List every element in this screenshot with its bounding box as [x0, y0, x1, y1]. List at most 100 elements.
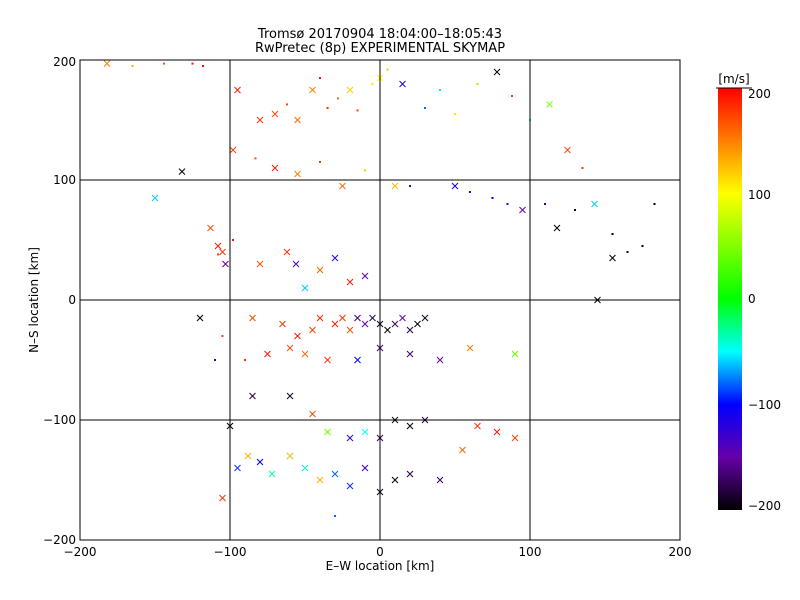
x-tick-label: −100 [214, 545, 247, 559]
data-point-dot [356, 109, 359, 112]
data-point-cross [244, 452, 252, 460]
data-point-cross [331, 254, 339, 262]
data-point-cross [286, 344, 294, 352]
data-point-cross [406, 470, 414, 478]
data-point-cross [331, 320, 339, 328]
data-point-cross [219, 248, 226, 256]
data-point-dot [364, 169, 366, 172]
data-point-dot [163, 62, 165, 65]
data-point-cross [214, 242, 222, 250]
data-point-cross [264, 350, 271, 358]
data-point-dot [544, 203, 546, 205]
y-tick-label: 200 [53, 55, 76, 69]
data-point-dot [439, 89, 441, 91]
data-point-dot [511, 95, 513, 97]
x-tick-label: 200 [669, 545, 692, 559]
data-point-cross [249, 314, 256, 322]
data-point-cross [256, 260, 264, 268]
data-point-cross [591, 200, 598, 208]
scatter-points [103, 60, 656, 517]
data-point-dot [286, 103, 288, 106]
data-point-cross [346, 278, 354, 286]
data-point-cross [346, 482, 354, 490]
data-point-cross [609, 254, 616, 262]
data-point-dot [326, 107, 329, 109]
data-point-dot [424, 107, 426, 109]
data-point-cross [301, 350, 309, 358]
x-axis-label: E–W location [km] [326, 559, 435, 573]
colorbar-tick-label: 200 [748, 87, 771, 101]
data-point-cross [331, 470, 339, 478]
data-point-cross [294, 116, 301, 124]
data-point-dot [217, 253, 219, 256]
data-point-dot [611, 233, 614, 235]
data-point-dot [202, 65, 204, 67]
data-point-cross [361, 320, 369, 328]
data-point-dot [337, 97, 339, 100]
data-point-cross [361, 272, 369, 280]
x-tick-label: −200 [64, 545, 97, 559]
data-point-dot [386, 68, 389, 71]
colorbar-tick-labels: 200 100 0 −100 −200 [748, 87, 781, 513]
data-point-cross [271, 164, 279, 172]
colorbar-tick-label: 100 [748, 188, 771, 202]
data-point-cross [493, 428, 501, 436]
data-point-cross [406, 422, 414, 430]
data-point-cross [511, 350, 519, 358]
data-point-cross [309, 410, 316, 418]
data-point-cross [474, 422, 481, 430]
data-point-cross [346, 326, 354, 334]
data-point-dot [469, 191, 471, 193]
data-point-cross [256, 458, 264, 466]
data-point-cross [346, 434, 354, 442]
data-point-cross [466, 344, 474, 352]
data-point-dot [319, 161, 321, 163]
grid-lines [80, 60, 680, 540]
plot-frame [79, 59, 681, 541]
data-point-cross [324, 428, 331, 436]
data-point-cross [346, 86, 354, 94]
data-point-dot [653, 203, 656, 205]
data-point-cross [564, 146, 571, 154]
data-point-cross [399, 80, 406, 88]
data-point-dot [574, 209, 576, 211]
data-point-cross [222, 260, 229, 268]
data-point-cross [234, 86, 241, 94]
colorbar [718, 88, 742, 510]
data-point-cross [361, 428, 369, 436]
data-point-cross [391, 320, 399, 328]
data-point-cross [339, 314, 346, 322]
data-point-cross [406, 350, 414, 358]
colorbar-tick-label: −100 [748, 398, 781, 412]
data-point-cross [271, 110, 279, 118]
data-point-cross [361, 464, 369, 472]
data-point-cross [451, 182, 459, 190]
data-point-dot [221, 335, 224, 337]
data-point-cross [436, 476, 444, 484]
colorbar-unit: [m/s] [718, 72, 749, 86]
data-point-cross [103, 60, 111, 67]
data-point-cross [354, 356, 361, 364]
data-point-cross [316, 476, 324, 484]
y-tick-label: −200 [43, 533, 76, 547]
data-point-cross [207, 224, 214, 232]
data-point-cross [519, 206, 526, 214]
data-point-cross [196, 314, 204, 322]
data-point-cross [309, 326, 316, 334]
data-point-dot [506, 203, 509, 205]
data-point-dot [626, 251, 629, 253]
data-point-cross [391, 476, 399, 484]
chart-subtitle: RwPretec (8p) EXPERIMENTAL SKYMAP [255, 41, 505, 56]
data-point-cross [151, 194, 159, 202]
data-point-dot [371, 83, 374, 85]
data-point-cross [178, 168, 186, 175]
data-point-cross [316, 266, 324, 274]
data-point-cross [249, 392, 256, 400]
y-tick-label: −100 [43, 413, 76, 427]
data-point-dot [581, 167, 584, 169]
data-point-dot [319, 77, 321, 79]
data-point-cross [399, 314, 406, 322]
data-point-dot [476, 83, 479, 85]
data-point-cross [301, 464, 309, 472]
